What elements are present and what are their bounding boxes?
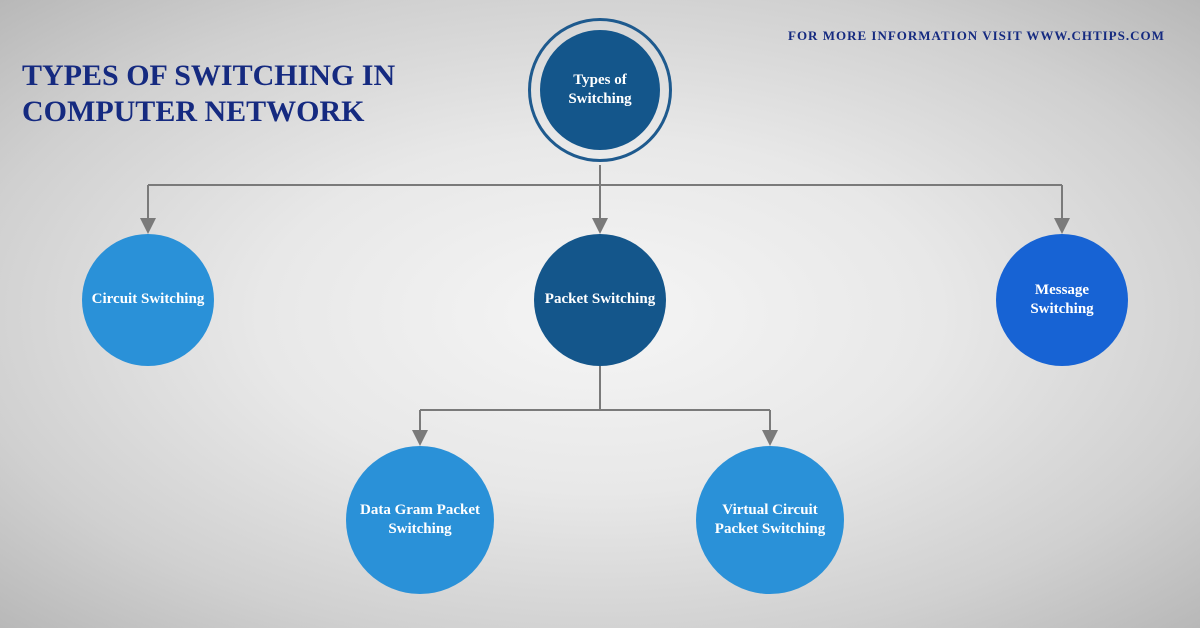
node-label: Types of Switching [548,71,652,110]
node-root: Types of Switching [540,30,660,150]
node-circuit: Circuit Switching [82,234,214,366]
node-label: Circuit Switching [92,290,205,310]
node-datagram: Data Gram Packet Switching [346,446,494,594]
node-virtual: Virtual Circuit Packet Switching [696,446,844,594]
footer-credit: FOR MORE INFORMATION VISIT WWW.CHTIPS.CO… [788,28,1165,44]
page-title: TYPES OF SWITCHING IN COMPUTER NETWORK [22,58,482,130]
node-message: Message Switching [996,234,1128,366]
node-label: Data Gram Packet Switching [354,501,486,540]
node-label: Packet Switching [545,290,655,310]
node-label: Message Switching [1004,281,1120,320]
node-packet: Packet Switching [534,234,666,366]
node-label: Virtual Circuit Packet Switching [704,501,836,540]
